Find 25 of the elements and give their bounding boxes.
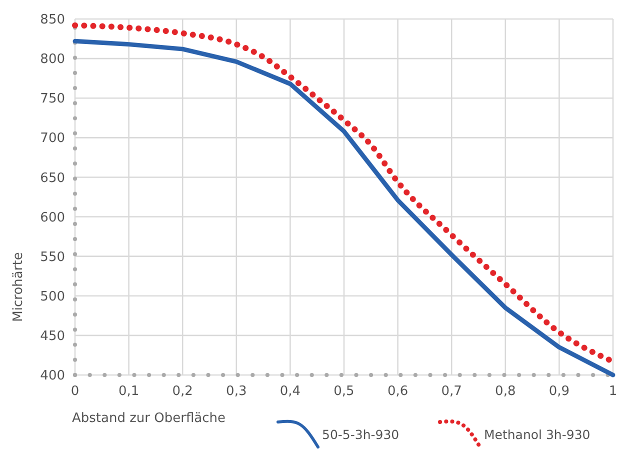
y-tick-label: 450 bbox=[40, 328, 65, 344]
x-tick-label: 0,1 bbox=[118, 384, 140, 399]
y-tick-label: 400 bbox=[40, 368, 65, 384]
y-tick-label: 650 bbox=[40, 170, 65, 186]
y-tick-label: 700 bbox=[40, 131, 65, 146]
y-tick-label: 500 bbox=[40, 289, 65, 304]
y-tick-label: 600 bbox=[40, 210, 65, 226]
x-tick-label: 0,7 bbox=[441, 384, 462, 399]
y-tick-label: 800 bbox=[40, 52, 65, 68]
x-axis-title: Abstand zur Oberfläche bbox=[72, 411, 226, 426]
y-axis-title: Microhärte bbox=[11, 252, 26, 322]
x-tick-label: 0,8 bbox=[495, 384, 516, 399]
y-tick-label: 750 bbox=[40, 92, 65, 107]
x-tick-label: 1 bbox=[608, 384, 617, 399]
x-tick-label: 0 bbox=[70, 384, 80, 399]
x-tick-label: 0,3 bbox=[226, 384, 247, 399]
x-tick-label: 0,2 bbox=[172, 384, 193, 399]
x-tick-label: 0,6 bbox=[387, 384, 408, 399]
legend-label: Methanol 3h-930 bbox=[484, 427, 590, 442]
y-tick-label: 550 bbox=[40, 250, 65, 265]
y-tick-label: 850 bbox=[40, 12, 65, 28]
legend-label: 50-5-3h-930 bbox=[322, 427, 400, 442]
x-tick-label: 0,4 bbox=[280, 384, 301, 399]
x-tick-label: 0,5 bbox=[334, 384, 354, 399]
x-tick-label: 0,9 bbox=[548, 384, 570, 399]
